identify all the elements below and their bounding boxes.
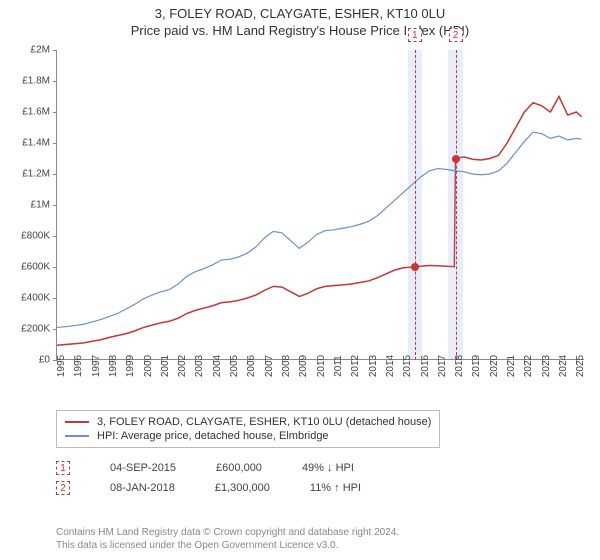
x-axis-label: 2021	[506, 355, 517, 377]
sale-vs-hpi: 11% ↑ HPI	[310, 482, 361, 494]
sales-list: 1 04-SEP-2015 £600,000 49% ↓ HPI 2 08-JAN-201…	[56, 458, 584, 498]
x-axis-label: 2006	[246, 355, 257, 377]
chart-container: 3, FOLEY ROAD, CLAYGATE, ESHER, KT10 0LU…	[0, 0, 600, 560]
x-axis-label: 1995	[56, 355, 67, 377]
y-axis-label: £0	[39, 355, 50, 366]
legend-swatch	[65, 421, 89, 423]
legend-label: 3, FOLEY ROAD, CLAYGATE, ESHER, KT10 0LU…	[97, 416, 431, 428]
x-axis-label: 2018	[454, 355, 465, 377]
sale-row-marker: 2	[56, 481, 70, 495]
sale-dot	[452, 155, 460, 163]
sale-marker-box: 2	[449, 28, 463, 42]
y-axis-label: £400K	[21, 293, 50, 304]
sale-dot	[411, 263, 419, 271]
sale-vline	[415, 50, 416, 360]
title-sub: Price paid vs. HM Land Registry's House …	[0, 23, 600, 38]
sale-price: £1,300,000	[215, 482, 270, 494]
chart-svg	[57, 50, 585, 360]
footer: Contains HM Land Registry data © Crown c…	[56, 526, 399, 552]
x-axis-label: 2019	[471, 355, 482, 377]
y-axis-label: £1.6M	[22, 107, 50, 118]
sale-row-marker: 1	[56, 461, 70, 475]
x-axis-label: 1999	[125, 355, 136, 377]
x-axis-label: 2010	[316, 355, 327, 377]
sale-marker-box: 1	[408, 28, 422, 42]
legend-item: HPI: Average price, detached house, Elmb…	[65, 429, 431, 443]
x-axis-label: 2020	[489, 355, 500, 377]
x-axis-label: 2016	[420, 355, 431, 377]
x-axis-label: 2025	[575, 355, 586, 377]
y-axis-label: £1.4M	[22, 138, 50, 149]
x-axis-label: 2015	[402, 355, 413, 377]
x-axis-label: 2017	[437, 355, 448, 377]
series-property	[57, 97, 582, 346]
sale-price: £600,000	[216, 462, 262, 474]
y-axis-label: £2M	[31, 45, 50, 56]
plot: 12	[56, 50, 584, 360]
titles: 3, FOLEY ROAD, CLAYGATE, ESHER, KT10 0LU…	[0, 0, 600, 38]
x-axis-label: 2000	[143, 355, 154, 377]
y-axis-label: £1M	[31, 200, 50, 211]
x-axis-label: 2008	[281, 355, 292, 377]
y-axis-label: £1.2M	[22, 169, 50, 180]
y-axis-label: £800K	[21, 231, 50, 242]
x-axis-label: 2007	[264, 355, 275, 377]
chart-area: 12 £0£200K£400K£600K£800K£1M£1.2M£1.4M£1…	[56, 50, 584, 360]
title-main: 3, FOLEY ROAD, CLAYGATE, ESHER, KT10 0LU	[0, 6, 600, 21]
y-axis-label: £1.8M	[22, 76, 50, 87]
sale-date: 04-SEP-2015	[110, 462, 176, 474]
x-axis-label: 2011	[333, 355, 344, 377]
sale-row: 2 08-JAN-2018 £1,300,000 11% ↑ HPI	[56, 478, 584, 498]
x-axis-label: 2003	[194, 355, 205, 377]
x-axis-label: 2005	[229, 355, 240, 377]
x-axis-label: 2022	[523, 355, 534, 377]
series-hpi	[57, 132, 582, 327]
y-axis-label: £200K	[21, 324, 50, 335]
sale-vs-hpi: 49% ↓ HPI	[302, 462, 354, 474]
legend-item: 3, FOLEY ROAD, CLAYGATE, ESHER, KT10 0LU…	[65, 415, 431, 429]
legend-swatch	[65, 435, 89, 437]
footer-line2: This data is licensed under the Open Gov…	[56, 539, 399, 552]
legend-and-sales: 3, FOLEY ROAD, CLAYGATE, ESHER, KT10 0LU…	[56, 410, 584, 498]
x-axis-label: 2014	[385, 355, 396, 377]
x-axis-label: 1998	[108, 355, 119, 377]
sale-vline	[456, 50, 457, 360]
x-axis-label: 2023	[541, 355, 552, 377]
x-axis-label: 1997	[91, 355, 102, 377]
x-axis-label: 2009	[298, 355, 309, 377]
legend-label: HPI: Average price, detached house, Elmb…	[97, 430, 329, 442]
x-axis-label: 2024	[558, 355, 569, 377]
y-axis-label: £600K	[21, 262, 50, 273]
x-axis-label: 2002	[177, 355, 188, 377]
x-axis-label: 2004	[212, 355, 223, 377]
x-axis-label: 2012	[350, 355, 361, 377]
x-axis-label: 1996	[73, 355, 84, 377]
legend-box: 3, FOLEY ROAD, CLAYGATE, ESHER, KT10 0LU…	[56, 410, 440, 448]
sale-row: 1 04-SEP-2015 £600,000 49% ↓ HPI	[56, 458, 584, 478]
x-axis-label: 2001	[160, 355, 171, 377]
x-axis-label: 2013	[368, 355, 379, 377]
footer-line1: Contains HM Land Registry data © Crown c…	[56, 526, 399, 539]
sale-date: 08-JAN-2018	[110, 482, 175, 494]
